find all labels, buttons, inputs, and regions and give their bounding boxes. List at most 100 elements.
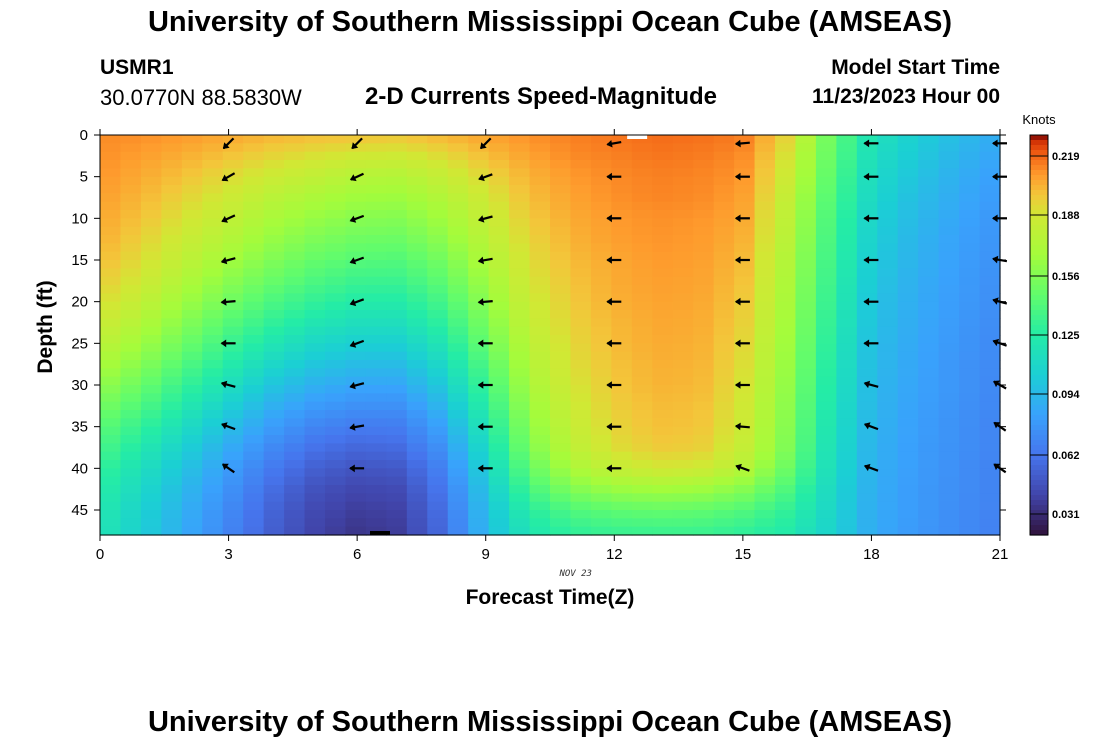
heatmap-cell xyxy=(447,260,469,269)
heatmap-cell xyxy=(181,201,203,211)
heatmap-cell xyxy=(161,168,183,178)
heatmap-cell xyxy=(795,410,817,419)
heatmap-cell xyxy=(775,385,797,394)
heatmap-cell xyxy=(365,293,387,303)
vector-head xyxy=(349,215,357,223)
heatmap-cell xyxy=(304,343,326,353)
heatmap-cell xyxy=(877,168,899,178)
heatmap-cell xyxy=(570,218,592,228)
heatmap-cell xyxy=(509,285,531,294)
heatmap-cell xyxy=(590,310,612,319)
heatmap-cell xyxy=(672,426,694,436)
heatmap-cell xyxy=(611,310,633,319)
heatmap-cell xyxy=(652,418,674,428)
heatmap-cell xyxy=(713,443,735,453)
heatmap-cell xyxy=(754,235,776,244)
heatmap-cell xyxy=(325,335,347,344)
heatmap-cell xyxy=(979,210,1001,219)
heatmap-cell xyxy=(918,518,940,528)
heatmap-cell xyxy=(897,301,919,311)
heatmap-cell xyxy=(263,343,285,353)
heatmap-cell xyxy=(100,343,122,353)
heatmap-cell xyxy=(529,243,551,253)
heatmap-cell xyxy=(754,335,776,344)
colorbar-segment xyxy=(1030,220,1048,226)
heatmap-cell xyxy=(181,160,203,169)
heatmap-cell xyxy=(590,268,612,278)
heatmap-cell xyxy=(161,426,183,436)
heatmap-cell xyxy=(754,210,776,219)
heatmap-cell xyxy=(652,435,674,444)
heatmap-cell xyxy=(979,285,1001,294)
heatmap-cell xyxy=(856,226,878,236)
heatmap-cell xyxy=(754,151,776,161)
heatmap-cell xyxy=(734,518,756,528)
heatmap-cell xyxy=(345,293,367,303)
heatmap-cell xyxy=(488,235,510,244)
vector-head xyxy=(606,297,612,306)
heatmap-cell xyxy=(713,476,735,486)
vector-head xyxy=(477,422,484,431)
heatmap-cell xyxy=(775,193,797,203)
heatmap-cell xyxy=(734,251,756,261)
heatmap-cell xyxy=(386,410,408,419)
heatmap-cell xyxy=(304,426,326,436)
heatmap-cell xyxy=(611,393,633,403)
heatmap-cell xyxy=(590,135,612,144)
heatmap-cell xyxy=(795,235,817,244)
heatmap-cell xyxy=(509,335,531,344)
heatmap-cell xyxy=(897,418,919,428)
heatmap-cell xyxy=(918,526,940,536)
heatmap-cell xyxy=(325,510,347,519)
heatmap-cell xyxy=(713,518,735,528)
heatmap-cell xyxy=(447,510,469,519)
heatmap-cell xyxy=(181,310,203,319)
heatmap-cell xyxy=(877,360,899,369)
colorbar-segment xyxy=(1030,480,1048,486)
heatmap-cell xyxy=(570,276,592,286)
heatmap-cell xyxy=(877,485,899,494)
heatmap-cell xyxy=(836,276,858,286)
heatmap-cell xyxy=(304,326,326,336)
heatmap-cell xyxy=(406,451,428,461)
heatmap-cell xyxy=(263,318,285,328)
heatmap-cell xyxy=(775,510,797,519)
heatmap-cell xyxy=(693,160,715,169)
heatmap-cell xyxy=(140,243,162,253)
heatmap-cell xyxy=(406,493,428,503)
heatmap-cell xyxy=(713,285,735,294)
heatmap-cell xyxy=(959,151,981,161)
vector-head xyxy=(734,297,741,306)
heatmap-cell xyxy=(202,426,224,436)
heatmap-cell xyxy=(979,293,1001,303)
heatmap-cell xyxy=(775,526,797,536)
heatmap-cell xyxy=(365,135,387,144)
heatmap-cell xyxy=(222,343,244,353)
heatmap-cell xyxy=(202,260,224,269)
heatmap-cell xyxy=(509,385,531,394)
heatmap-cell xyxy=(754,251,776,261)
heatmap-cell xyxy=(365,285,387,294)
heatmap-cell xyxy=(672,168,694,178)
heatmap-cell xyxy=(550,410,572,419)
heatmap-cell xyxy=(734,285,756,294)
vector-head xyxy=(863,339,870,348)
y-tick-label: 10 xyxy=(71,210,88,227)
heatmap-cell xyxy=(938,443,960,453)
heatmap-cell xyxy=(100,301,122,311)
heatmap-cell xyxy=(120,385,142,394)
vector-head xyxy=(220,298,227,306)
heatmap-cell xyxy=(345,268,367,278)
heatmap-cell xyxy=(243,226,265,236)
heatmap-cell xyxy=(100,251,122,261)
heatmap-cell xyxy=(427,426,449,436)
heatmap-cell xyxy=(672,351,694,361)
heatmap-cell xyxy=(734,368,756,378)
heatmap-cell xyxy=(345,201,367,211)
heatmap-cell xyxy=(140,385,162,394)
heatmap-cell xyxy=(447,435,469,444)
heatmap-cell xyxy=(672,493,694,503)
heatmap-cell xyxy=(243,285,265,294)
heatmap-cell xyxy=(202,385,224,394)
heatmap-cell xyxy=(672,401,694,411)
